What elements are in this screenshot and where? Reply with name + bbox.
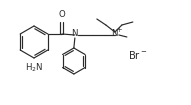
Text: Br$^-$: Br$^-$ <box>128 49 148 61</box>
Text: H$_2$N: H$_2$N <box>25 61 43 74</box>
Text: O: O <box>58 10 65 19</box>
Text: +: + <box>117 27 122 33</box>
Text: N: N <box>72 30 78 39</box>
Text: N: N <box>112 30 118 39</box>
